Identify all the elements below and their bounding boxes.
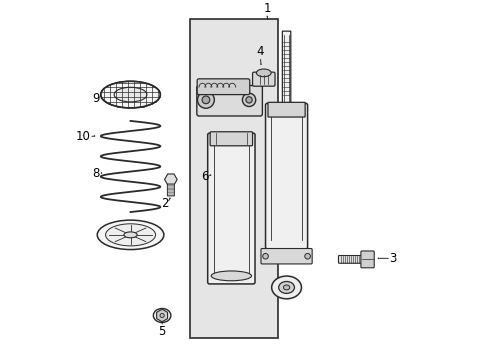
Ellipse shape — [278, 282, 294, 293]
FancyBboxPatch shape — [261, 248, 311, 264]
Ellipse shape — [123, 232, 137, 238]
Text: 3: 3 — [388, 252, 396, 265]
Text: 9: 9 — [92, 91, 100, 105]
Text: 5: 5 — [158, 325, 165, 338]
Text: 6: 6 — [201, 171, 208, 184]
Ellipse shape — [245, 97, 252, 103]
Text: 4: 4 — [256, 45, 264, 58]
Ellipse shape — [97, 220, 163, 249]
FancyBboxPatch shape — [167, 184, 174, 196]
Ellipse shape — [105, 224, 155, 246]
Ellipse shape — [202, 96, 209, 104]
FancyBboxPatch shape — [282, 31, 290, 114]
FancyBboxPatch shape — [210, 132, 252, 146]
FancyBboxPatch shape — [207, 133, 255, 284]
Ellipse shape — [242, 93, 255, 107]
Bar — [190, 19, 277, 338]
FancyBboxPatch shape — [252, 72, 274, 86]
Ellipse shape — [304, 253, 310, 259]
FancyBboxPatch shape — [196, 85, 262, 116]
FancyBboxPatch shape — [197, 79, 249, 95]
Ellipse shape — [283, 285, 289, 290]
Ellipse shape — [256, 69, 270, 77]
Ellipse shape — [262, 253, 268, 259]
FancyBboxPatch shape — [338, 256, 362, 263]
Ellipse shape — [211, 271, 251, 281]
Text: 1: 1 — [263, 2, 270, 15]
FancyBboxPatch shape — [267, 102, 305, 117]
FancyBboxPatch shape — [360, 251, 373, 268]
Text: 10: 10 — [76, 130, 91, 143]
Ellipse shape — [114, 87, 147, 102]
Ellipse shape — [101, 81, 160, 108]
Ellipse shape — [197, 91, 214, 108]
FancyBboxPatch shape — [265, 103, 307, 249]
Ellipse shape — [271, 276, 301, 299]
Text: 8: 8 — [93, 167, 100, 180]
Text: 2: 2 — [162, 197, 169, 210]
Ellipse shape — [160, 313, 164, 318]
Ellipse shape — [153, 309, 170, 323]
Text: 7: 7 — [196, 86, 204, 99]
